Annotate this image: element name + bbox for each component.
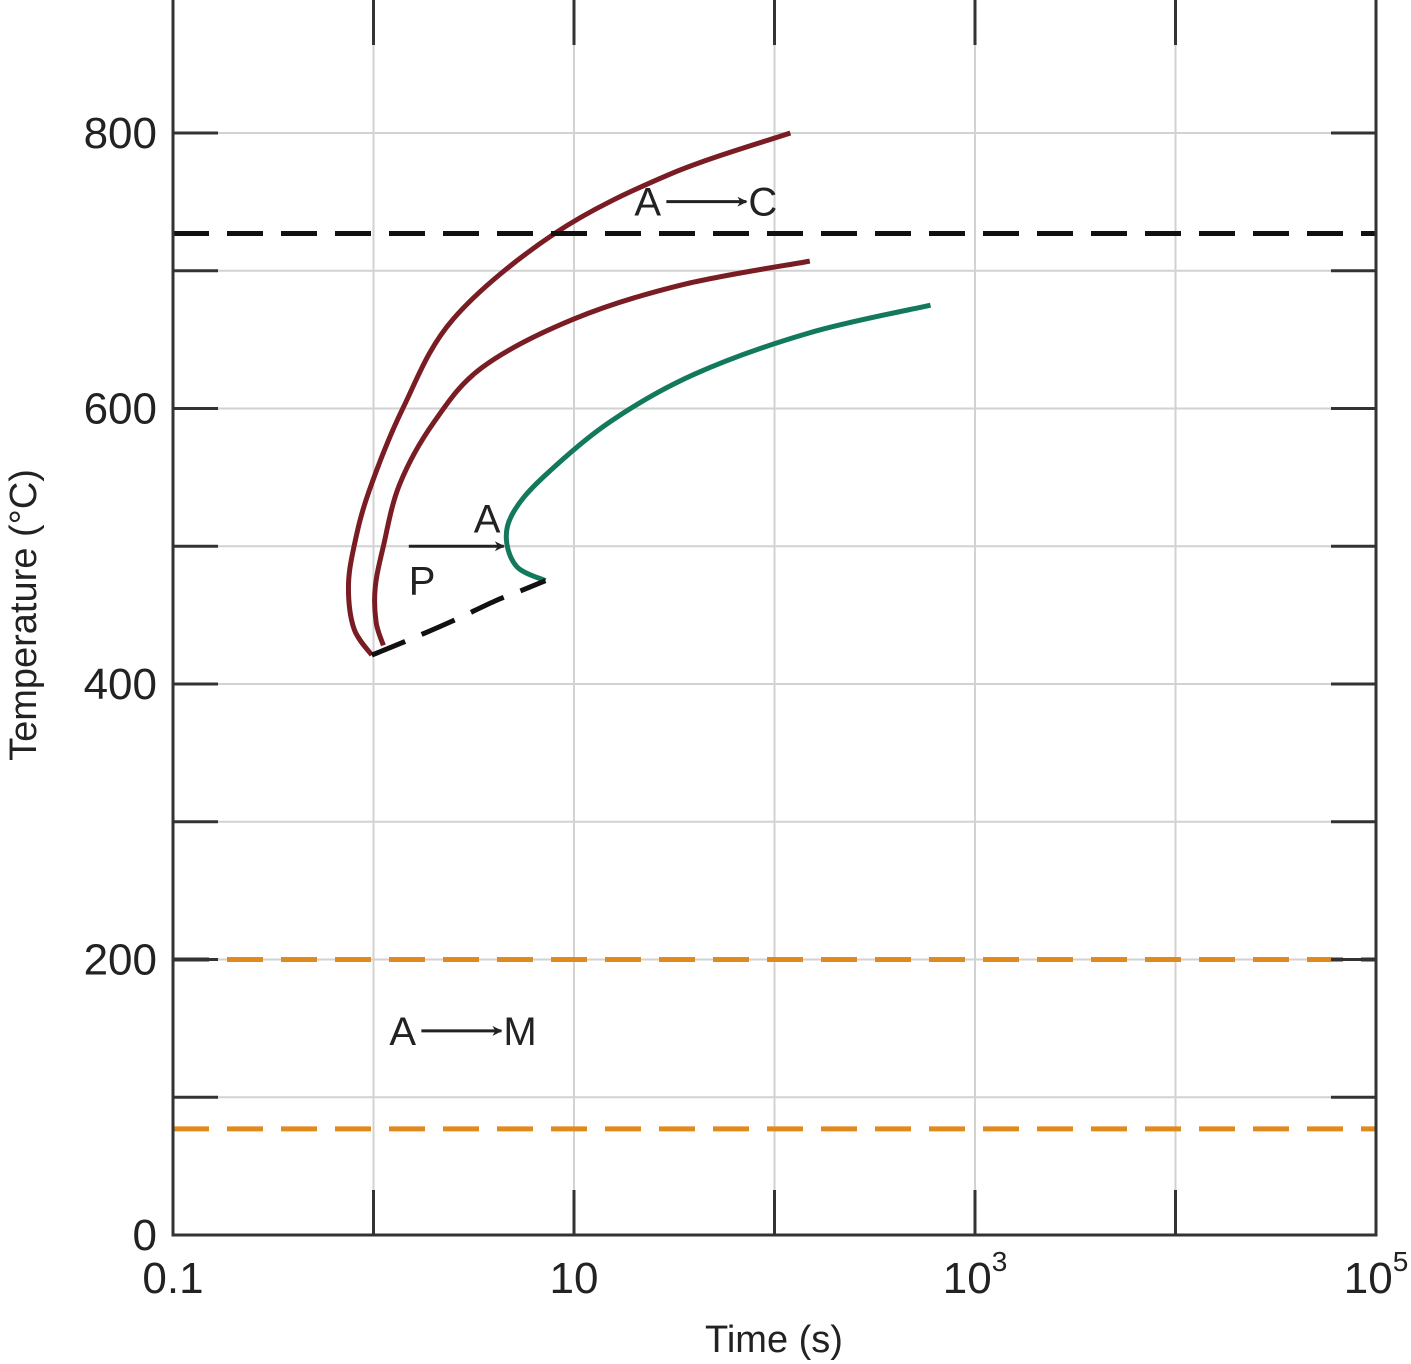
annotation: PA: [408, 497, 505, 603]
series-group: [173, 130, 1376, 1132]
annotation-from: P: [409, 559, 436, 603]
x-tick-exponent: 3: [992, 1246, 1008, 1277]
series-line: [345, 130, 792, 657]
x-tick-label: 0.1: [142, 1254, 203, 1303]
y-tick-label: 800: [84, 109, 157, 158]
annotation-from: A: [634, 181, 661, 225]
annotation-to: C: [748, 181, 777, 225]
tick-labels: 0 200 400 600 800 0.1 10 103 105: [84, 109, 1409, 1303]
annotation-to: A: [474, 497, 501, 541]
x-tick-exponent: 5: [1393, 1246, 1409, 1277]
y-axis-label: Temperature (°C): [3, 469, 45, 761]
y-tick-label: 400: [84, 660, 157, 709]
annotation-to: M: [503, 1010, 536, 1054]
grid: [172, 0, 1377, 1235]
x-tick-label: 10: [550, 1254, 599, 1303]
y-tick-label: 0: [133, 1211, 157, 1260]
x-axis-label: Time (s): [705, 1319, 843, 1361]
x-tick-label: 105: [1344, 1246, 1409, 1303]
y-tick-label: 600: [84, 385, 157, 434]
annotation-from: A: [389, 1010, 416, 1054]
series-line: [503, 302, 932, 583]
series-line: [370, 578, 547, 658]
y-tick-label: 200: [84, 936, 157, 985]
x-tick-label: 103: [943, 1246, 1008, 1303]
series-line: [372, 258, 811, 647]
tick-marks: [171, 0, 1378, 1235]
